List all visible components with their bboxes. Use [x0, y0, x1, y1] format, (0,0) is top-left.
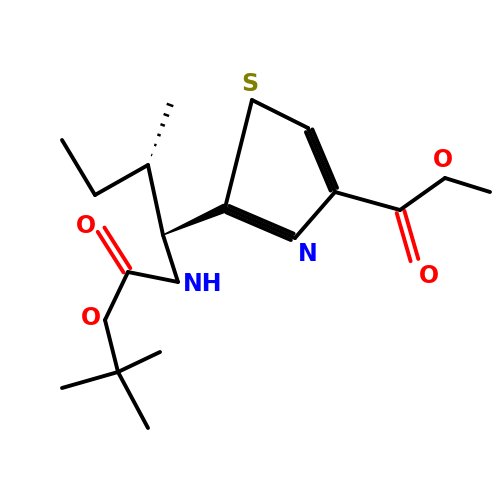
Text: NH: NH [183, 272, 222, 296]
Text: N: N [298, 242, 318, 266]
Text: O: O [433, 148, 453, 172]
Text: O: O [76, 214, 96, 238]
Polygon shape [163, 204, 226, 235]
Text: O: O [419, 264, 439, 288]
Text: S: S [242, 72, 258, 96]
Text: O: O [81, 306, 101, 330]
